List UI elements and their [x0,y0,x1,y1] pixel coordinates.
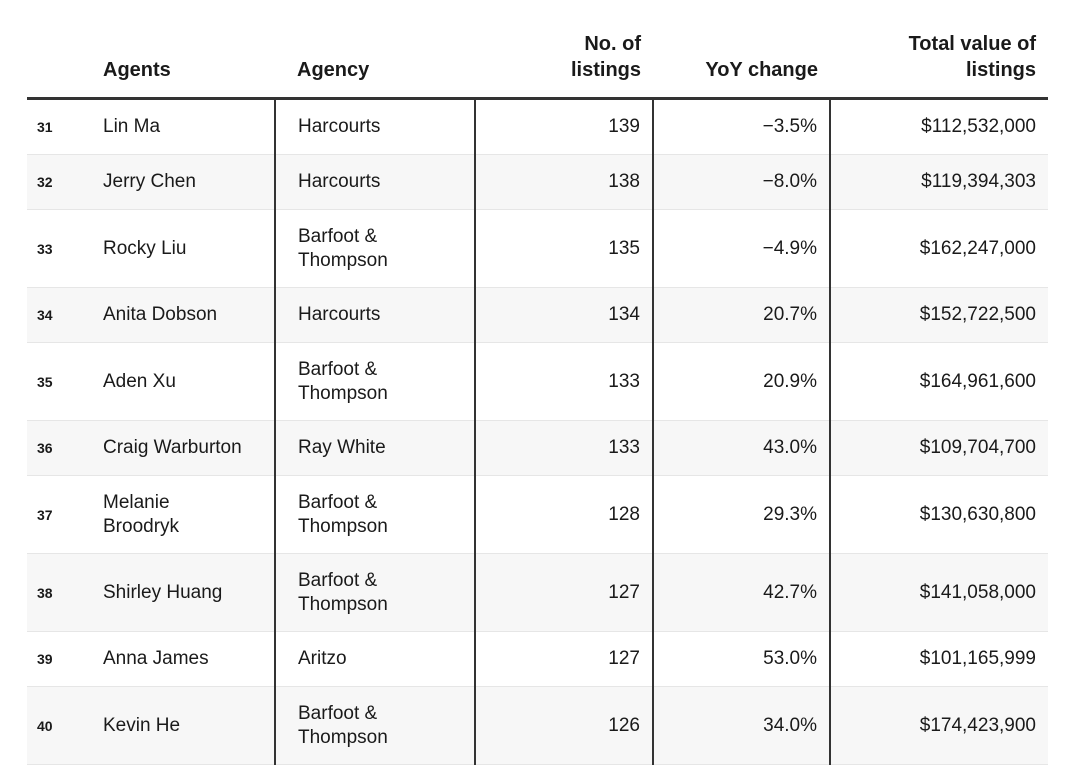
header-total-value: Total value of listings [830,0,1048,100]
agents-listings-table: Agents Agency No. of listings YoY change… [27,0,1048,765]
rank-cell: 38 [27,553,103,632]
table-row: 31 Lin Ma Harcourts 139 −3.5% $112,532,000 [27,98,1048,155]
agency-cell: Barfoot & Thompson [274,475,475,554]
listings-count-cell: 128 [474,475,653,554]
yoy-change-cell: −4.9% [652,209,830,288]
yoy-change-cell: −3.5% [652,98,830,155]
listings-count-cell: 127 [474,631,653,687]
total-value-cell: $141,058,000 [829,553,1048,632]
rank-cell: 39 [27,631,103,687]
header-rank [27,0,103,100]
agency-cell: Harcourts [274,154,475,210]
agency-cell: Harcourts [274,287,475,343]
total-value-cell: $152,722,500 [829,287,1048,343]
rank-cell: 40 [27,686,103,765]
listings-count-cell: 134 [474,287,653,343]
rank-cell: 33 [27,209,103,288]
agency-cell: Barfoot & Thompson [274,209,475,288]
agency-cell: Barfoot & Thompson [274,686,475,765]
table-row: 37 Melanie Broodryk Barfoot & Thompson 128 2… [27,475,1048,554]
yoy-change-cell: 53.0% [652,631,830,687]
table-row: 32 Jerry Chen Harcourts 138 −8.0% $119,394,30… [27,154,1048,210]
agent-name-cell: Jerry Chen [103,154,275,210]
listings-count-cell: 135 [474,209,653,288]
yoy-change-cell: −8.0% [652,154,830,210]
total-value-cell: $112,532,000 [829,98,1048,155]
listings-count-cell: 127 [474,553,653,632]
agency-cell: Aritzo [274,631,475,687]
header-agency: Agency [275,0,475,100]
agent-name-cell: Anita Dobson [103,287,275,343]
listings-count-cell: 126 [474,686,653,765]
table-row: 35 Aden Xu Barfoot & Thompson 133 20.9% $164,… [27,342,1048,421]
listings-count-cell: 133 [474,342,653,421]
header-no-of-listings: No. of listings [475,0,653,100]
total-value-cell: $174,423,900 [829,686,1048,765]
table-row: 33 Rocky Liu Barfoot & Thompson 135 −4.9% $16… [27,209,1048,288]
listings-count-cell: 138 [474,154,653,210]
rank-cell: 36 [27,420,103,476]
agent-name-cell: Craig Warburton [103,420,275,476]
agent-name-cell: Kevin He [103,686,275,765]
table-row: 40 Kevin He Barfoot & Thompson 126 34.0% $174… [27,686,1048,765]
agent-name-cell: Rocky Liu [103,209,275,288]
total-value-cell: $164,961,600 [829,342,1048,421]
agent-name-cell: Aden Xu [103,342,275,421]
yoy-change-cell: 20.9% [652,342,830,421]
total-value-cell: $119,394,303 [829,154,1048,210]
table-header-row: Agents Agency No. of listings YoY change… [27,0,1048,100]
rank-cell: 37 [27,475,103,554]
listings-count-cell: 133 [474,420,653,476]
yoy-change-cell: 42.7% [652,553,830,632]
agent-name-cell: Lin Ma [103,98,275,155]
rank-cell: 32 [27,154,103,210]
total-value-cell: $130,630,800 [829,475,1048,554]
header-yoy-change: YoY change [653,0,830,100]
yoy-change-cell: 43.0% [652,420,830,476]
table-row: 38 Shirley Huang Barfoot & Thompson 127 42.7… [27,553,1048,632]
agency-cell: Ray White [274,420,475,476]
total-value-cell: $109,704,700 [829,420,1048,476]
header-agents: Agents [103,0,275,100]
yoy-change-cell: 20.7% [652,287,830,343]
table-row: 36 Craig Warburton Ray White 133 43.0% $109,7… [27,420,1048,476]
listings-count-cell: 139 [474,98,653,155]
listings-table-container: Agents Agency No. of listings YoY change… [27,0,1048,765]
agency-cell: Barfoot & Thompson [274,553,475,632]
agent-name-cell: Melanie Broodryk [103,475,275,554]
agent-name-cell: Shirley Huang [103,553,275,632]
yoy-change-cell: 34.0% [652,686,830,765]
yoy-change-cell: 29.3% [652,475,830,554]
rank-cell: 35 [27,342,103,421]
rank-cell: 34 [27,287,103,343]
table-row: 34 Anita Dobson Harcourts 134 20.7% $152,722,… [27,287,1048,343]
agency-cell: Barfoot & Thompson [274,342,475,421]
agent-name-cell: Anna James [103,631,275,687]
agency-cell: Harcourts [274,98,475,155]
table-row: 39 Anna James Aritzo 127 53.0% $101,165,999 [27,631,1048,687]
total-value-cell: $101,165,999 [829,631,1048,687]
rank-cell: 31 [27,98,103,155]
total-value-cell: $162,247,000 [829,209,1048,288]
